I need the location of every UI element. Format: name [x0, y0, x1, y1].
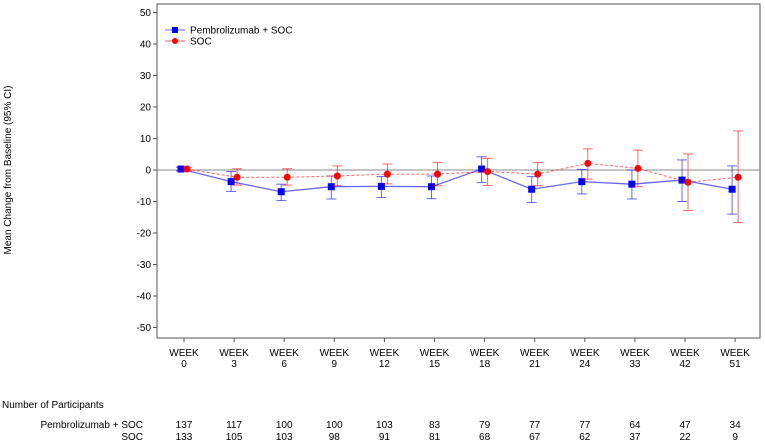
participant-count: 137 — [176, 420, 193, 431]
x-tick-label: 18 — [479, 359, 491, 370]
x-tick-label: 6 — [281, 359, 287, 370]
data-point-square — [227, 178, 235, 186]
data-point-square — [177, 165, 185, 173]
participant-count: 100 — [276, 420, 293, 431]
x-tick-label: WEEK — [620, 348, 650, 359]
x-tick-label: 33 — [629, 359, 641, 370]
data-point-square — [377, 182, 385, 190]
data-point-square — [478, 165, 486, 173]
y-tick-label: 10 — [140, 134, 152, 145]
data-point-circle — [383, 170, 391, 178]
x-tick-label: 0 — [181, 359, 187, 370]
participant-count: 79 — [479, 420, 491, 431]
x-tick-label: WEEK — [320, 348, 350, 359]
x-tick-label: WEEK — [520, 348, 550, 359]
x-tick-label: WEEK — [219, 348, 249, 359]
x-tick-label: 3 — [231, 359, 237, 370]
data-point-circle — [634, 164, 642, 172]
x-tick-label: WEEK — [370, 348, 400, 359]
legend-marker-square — [172, 27, 178, 33]
y-tick-label: 30 — [140, 71, 152, 82]
data-point-circle — [534, 170, 542, 178]
data-point-circle — [484, 168, 492, 176]
data-point-circle — [183, 165, 191, 173]
plot-frame — [156, 3, 761, 339]
data-point-circle — [584, 159, 592, 167]
x-tick-label: 12 — [379, 359, 391, 370]
participant-count: 103 — [376, 420, 393, 431]
y-tick-label: -10 — [137, 197, 152, 208]
legend-label: SOC — [190, 37, 212, 48]
x-tick-label: WEEK — [470, 348, 500, 359]
participant-count: 133 — [176, 432, 193, 443]
x-tick-label: WEEK — [720, 348, 750, 359]
y-tick-label: 50 — [140, 8, 152, 19]
participant-count: 100 — [326, 420, 343, 431]
participant-count: 117 — [226, 420, 242, 431]
data-point-square — [428, 183, 435, 191]
data-point-square — [628, 180, 636, 188]
y-tick-label: 20 — [140, 103, 152, 114]
data-point-square — [728, 185, 736, 193]
participant-count: 77 — [579, 420, 591, 431]
y-tick-label: 40 — [140, 40, 152, 51]
x-tick-label: 9 — [332, 359, 338, 370]
x-tick-label: 21 — [529, 359, 541, 370]
y-tick-label: -40 — [137, 292, 152, 303]
participant-count: 103 — [276, 432, 293, 443]
participant-count: 9 — [732, 432, 738, 443]
series-line-0 — [180, 168, 733, 193]
data-point-circle — [684, 178, 692, 186]
participant-count: 77 — [529, 420, 541, 431]
series-line-1 — [186, 162, 739, 183]
data-point-square — [678, 176, 686, 184]
data-point-square — [528, 185, 536, 193]
legend-marker-circle — [172, 38, 178, 44]
legend-label: Pembrolizumab + SOC — [190, 26, 293, 37]
y-tick-label: -30 — [137, 260, 152, 271]
x-tick-label: 24 — [579, 359, 591, 370]
participant-count: 62 — [579, 432, 591, 443]
participant-count: 64 — [629, 420, 641, 431]
x-tick-label: WEEK — [269, 348, 299, 359]
participant-count: 68 — [479, 432, 491, 443]
x-tick-label: 15 — [429, 359, 441, 370]
y-tick-label: -50 — [137, 323, 152, 334]
data-point-square — [277, 188, 285, 196]
participants-title: Number of Participants — [2, 400, 104, 411]
participants-row-label: Pembrolizumab + SOC — [40, 420, 143, 431]
participant-count: 22 — [679, 432, 691, 443]
y-axis-label: Mean Change from Baseline (95% CI) — [3, 86, 14, 255]
participant-count: 105 — [226, 432, 243, 443]
data-point-circle — [333, 172, 341, 180]
data-point-square — [327, 183, 335, 191]
data-point-circle — [233, 173, 241, 181]
x-tick-label: WEEK — [169, 348, 199, 359]
y-tick-label: -20 — [137, 229, 152, 240]
data-point-circle — [283, 173, 291, 181]
participant-count: 91 — [379, 432, 391, 443]
x-tick-label: WEEK — [420, 348, 450, 359]
data-point-circle — [434, 170, 441, 178]
participant-count: 34 — [730, 420, 742, 431]
x-tick-label: WEEK — [670, 348, 700, 359]
x-tick-label: 42 — [679, 359, 691, 370]
data-point-square — [578, 178, 586, 186]
y-tick-label: 0 — [145, 166, 151, 177]
participant-count: 37 — [629, 432, 641, 443]
participant-count: 67 — [529, 432, 541, 443]
participant-count: 98 — [329, 432, 341, 443]
participants-row-label: SOC — [121, 432, 143, 443]
data-point-circle — [734, 173, 742, 181]
x-tick-label: WEEK — [570, 348, 600, 359]
participant-count: 81 — [429, 432, 441, 443]
participant-count: 47 — [679, 420, 691, 431]
participant-count: 83 — [429, 420, 441, 431]
x-tick-label: 51 — [730, 359, 742, 370]
